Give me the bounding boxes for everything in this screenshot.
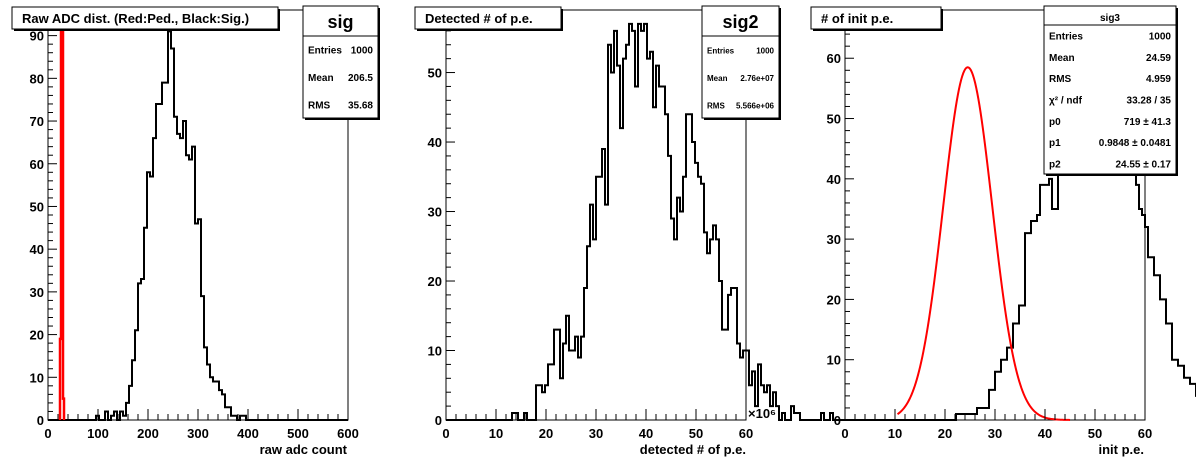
x-tick-label: 50 — [1088, 426, 1102, 441]
y-tick-label: 10 — [428, 344, 442, 359]
stats-row-label: RMS — [707, 101, 725, 110]
stats-row-label: Entries — [308, 46, 342, 57]
stats-row-label: χ² / ndf — [1049, 96, 1083, 107]
x-tick-label: 200 — [137, 426, 159, 441]
x-tick-label: 500 — [287, 426, 309, 441]
stats-row-value: 0.9848 ± 0.0481 — [1099, 138, 1172, 149]
title-box — [414, 6, 562, 30]
stats-row-value: 1000 — [756, 47, 774, 56]
y-tick-label: 0 — [37, 413, 44, 428]
stats-row-label: Entries — [707, 47, 735, 56]
gaussian-fit-curve — [896, 66, 1071, 421]
x-tick-label: 10 — [489, 426, 503, 441]
x-axis-label: raw adc count — [260, 442, 348, 457]
x-tick-label: 600 — [337, 426, 359, 441]
stats-row-label: Entries — [1049, 32, 1083, 43]
x-tick-label: 30 — [988, 426, 1002, 441]
y-tick-label: 60 — [827, 51, 841, 66]
plot-title: Raw ADC dist. (Red:Ped., Black:Sig.) — [22, 11, 249, 26]
stats-row-value: 24.55 ± 0.17 — [1115, 159, 1171, 170]
x-tick-label: 400 — [237, 426, 259, 441]
stats-row-value: 35.68 — [348, 100, 373, 111]
x-tick-label: 40 — [639, 426, 653, 441]
y-tick-label: 70 — [30, 114, 44, 129]
x-axis-label: detected # of p.e. — [640, 442, 746, 457]
title-box — [810, 6, 942, 30]
y-tick-label: 40 — [30, 242, 44, 257]
stats-row-value: 33.28 / 35 — [1127, 96, 1172, 107]
y-tick-label: 50 — [827, 112, 841, 127]
y-tick-label: 0 — [834, 413, 841, 428]
stats-row-label: p1 — [1049, 138, 1061, 149]
x-tick-label: 30 — [589, 426, 603, 441]
stats-row-label: p2 — [1049, 159, 1061, 170]
plot-title: Detected # of p.e. — [425, 11, 533, 26]
y-tick-label: 10 — [30, 370, 44, 385]
y-tick-label: 50 — [30, 199, 44, 214]
x-tick-label: 300 — [187, 426, 209, 441]
y-tick-label: 40 — [827, 172, 841, 187]
x-tick-label: 0 — [442, 426, 449, 441]
stats-row-label: Mean — [1049, 53, 1075, 64]
x-tick-label: 50 — [689, 426, 703, 441]
histogram-panel-sig: 0 100 200 300 400 500 600 0 10 20 30 40 50 60 70 80 90 ra… — [11, 5, 380, 457]
stats-row-label: Mean — [308, 73, 334, 84]
stats-row-value: 719 ± 41.3 — [1124, 117, 1172, 128]
stats-title: sig — [327, 12, 353, 32]
stats-title: sig2 — [722, 12, 758, 32]
plot-frame — [47, 9, 349, 421]
x-tick-label: 20 — [539, 426, 553, 441]
stats-row-label: p0 — [1049, 117, 1061, 128]
stats-row-value: 5.566e+06 — [736, 101, 775, 110]
y-tick-label: 50 — [428, 66, 442, 81]
stats-row-value: 4.959 — [1146, 74, 1171, 85]
x-tick-label: 40 — [1038, 426, 1052, 441]
y-tick-label: 30 — [428, 205, 442, 220]
x-tick-label: 60 — [1138, 426, 1152, 441]
histogram-series-redped — [58, 8, 66, 420]
stats-row-label: RMS — [1049, 74, 1072, 85]
y-tick-label: 30 — [827, 232, 841, 247]
stats-row-label: RMS — [308, 100, 331, 111]
y-tick-label: 30 — [30, 285, 44, 300]
stats-row-label: Mean — [707, 74, 728, 83]
y-tick-label: 80 — [30, 71, 44, 86]
stats-row-value: 2.76e+07 — [740, 74, 774, 83]
stats-row-value: 1000 — [1149, 32, 1172, 43]
x-axis-multiplier: ×10⁶ — [748, 406, 776, 421]
plot-title: # of init p.e. — [821, 11, 893, 26]
x-tick-label: 100 — [87, 426, 109, 441]
stats-row-value: 206.5 — [348, 73, 373, 84]
x-tick-label: 60 — [739, 426, 753, 441]
x-tick-label: 0 — [44, 426, 51, 441]
y-tick-label: 20 — [30, 328, 44, 343]
stats-box — [302, 5, 379, 119]
x-axis-label: init p.e. — [1099, 442, 1145, 457]
x-tick-label: 0 — [841, 426, 848, 441]
stats-box — [701, 5, 780, 119]
y-tick-label: 60 — [30, 157, 44, 172]
x-tick-label: 10 — [888, 426, 902, 441]
stats-row-value: 1000 — [351, 46, 374, 57]
y-tick-label: 20 — [827, 292, 841, 307]
y-tick-label: 0 — [435, 413, 442, 428]
y-tick-label: 10 — [827, 353, 841, 368]
title-box — [11, 6, 279, 30]
y-tick-label: 90 — [30, 29, 44, 44]
y-tick-label: 40 — [428, 135, 442, 150]
stats-row-value: 24.59 — [1146, 53, 1171, 64]
x-tick-label: 20 — [938, 426, 952, 441]
y-tick-label: 20 — [428, 274, 442, 289]
stats-box — [1043, 5, 1177, 175]
histogram-series-sig2 — [446, 22, 866, 421]
stats-title: sig3 — [1100, 13, 1120, 24]
